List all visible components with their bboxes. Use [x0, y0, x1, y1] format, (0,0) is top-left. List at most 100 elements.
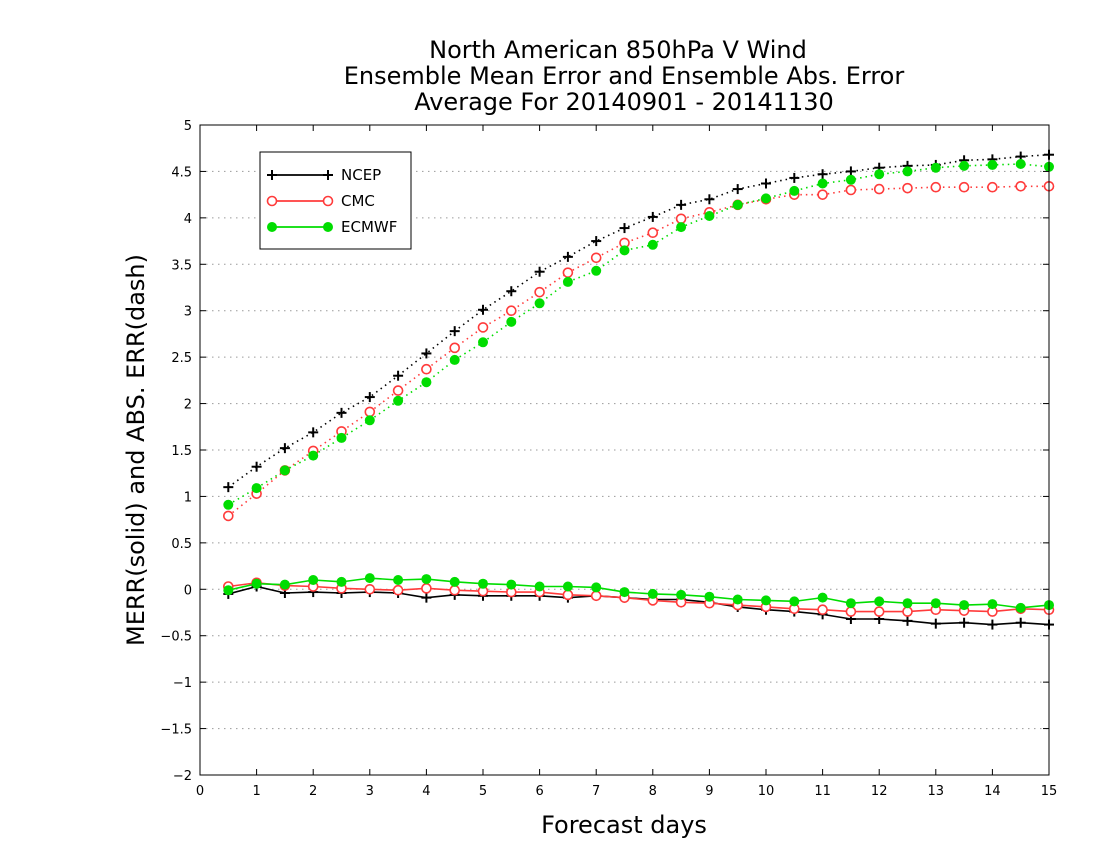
x-tick-label-13: 13 — [928, 784, 945, 799]
point-ecmwf-abs-8 — [449, 354, 460, 365]
point-cmc-abs-8 — [449, 342, 461, 354]
point-ncep-abs-3 — [308, 427, 319, 438]
legend-label-cmc: CMC — [341, 192, 375, 210]
point-ncep-abs-9 — [478, 304, 488, 315]
point-cmc-abs-16 — [675, 213, 687, 225]
point-ecmwf-abs-21 — [817, 178, 828, 189]
point-ecmwf-me-26 — [959, 600, 970, 611]
point-ecmwf-abs-9 — [478, 337, 488, 348]
point-ecmwf-me-28 — [1015, 602, 1026, 613]
x-tick-label-6: 6 — [535, 784, 543, 799]
y-tick-label-0: −2 — [173, 769, 192, 784]
point-ecmwf-abs-22 — [845, 174, 856, 185]
point-cmc-me-12 — [562, 589, 574, 601]
point-ecmwf-me-7 — [421, 574, 432, 585]
x-tick-label-14: 14 — [984, 784, 1001, 799]
point-ecmwf-me-24 — [902, 598, 913, 609]
point-ecmwf-abs-17 — [704, 211, 715, 221]
point-ecmwf-me-22 — [845, 598, 856, 609]
point-ncep-abs-8 — [449, 326, 460, 337]
chart-title-line-1: North American 850hPa V Wind — [429, 36, 807, 64]
point-cmc-me-22 — [845, 606, 857, 617]
point-ecmwf-abs-19 — [761, 193, 771, 204]
point-ecmwf-me-5 — [364, 573, 375, 584]
point-ecmwf-me-1 — [251, 578, 262, 589]
point-cmc-me-6 — [392, 584, 404, 596]
point-ecmwf-abs-27 — [987, 159, 998, 170]
point-cmc-me-5 — [364, 583, 376, 595]
point-cmc-me-24 — [902, 606, 913, 617]
point-ncep-abs-7 — [421, 348, 432, 359]
y-tick-label-3: −0.5 — [160, 630, 192, 645]
point-ecmwf-me-20 — [789, 596, 800, 607]
point-cmc-abs-25 — [930, 181, 942, 193]
point-ncep-me-26 — [959, 617, 970, 628]
x-tick-label-4: 4 — [422, 784, 430, 799]
point-ncep-abs-14 — [619, 223, 630, 234]
point-ecmwf-abs-3 — [308, 450, 319, 461]
point-ncep-abs-10 — [506, 286, 517, 297]
point-cmc-abs-12 — [562, 267, 574, 278]
point-cmc-abs-15 — [647, 227, 659, 239]
legend-marker-right-ncep — [323, 170, 333, 180]
x-tick-label-8: 8 — [649, 784, 657, 799]
point-ncep-me-24 — [902, 615, 913, 626]
point-ecmwf-me-14 — [619, 587, 630, 598]
point-ecmwf-me-18 — [732, 594, 743, 605]
point-ecmwf-abs-11 — [534, 298, 545, 309]
y-tick-label-13: 4.5 — [171, 165, 192, 180]
point-ncep-abs-1 — [251, 461, 262, 472]
point-ncep-me-7 — [421, 592, 432, 603]
point-ecmwf-me-10 — [506, 579, 517, 590]
point-ecmwf-abs-10 — [506, 316, 517, 327]
point-ecmwf-abs-0 — [223, 499, 234, 510]
point-ecmwf-abs-7 — [421, 377, 432, 388]
x-tick-label-2: 2 — [309, 784, 317, 799]
x-tick-label-5: 5 — [479, 784, 487, 799]
legend-marker-left-ecmwf — [267, 222, 277, 232]
point-ncep-abs-2 — [279, 443, 290, 454]
point-ecmwf-abs-15 — [647, 239, 658, 250]
point-cmc-abs-27 — [987, 181, 998, 193]
x-tick-label-15: 15 — [1041, 784, 1058, 799]
x-tick-label-12: 12 — [871, 784, 888, 799]
y-tick-label-8: 2 — [184, 398, 192, 413]
x-tick-label-7: 7 — [592, 784, 600, 799]
point-ecmwf-me-0 — [223, 585, 234, 596]
point-ecmwf-me-27 — [987, 599, 998, 610]
point-ncep-abs-20 — [789, 172, 800, 183]
point-ncep-abs-0 — [223, 482, 234, 493]
point-ncep-me-27 — [987, 619, 998, 630]
point-ecmwf-abs-25 — [930, 162, 941, 173]
point-ecmwf-abs-13 — [591, 265, 602, 276]
point-cmc-abs-9 — [477, 322, 489, 333]
point-cmc-abs-10 — [505, 305, 517, 317]
point-ecmwf-me-11 — [534, 581, 545, 592]
point-ecmwf-me-17 — [704, 591, 715, 602]
chart-title-line-2: Ensemble Mean Error and Ensemble Abs. Er… — [344, 62, 905, 90]
point-ecmwf-abs-1 — [251, 483, 262, 494]
point-ncep-abs-21 — [817, 169, 828, 180]
point-cmc-abs-13 — [590, 252, 602, 264]
legend-label-ecmwf: ECMWF — [341, 218, 397, 236]
point-ecmwf-abs-18 — [732, 199, 743, 210]
point-ecmwf-me-25 — [930, 598, 941, 609]
y-tick-label-6: 1 — [184, 490, 192, 505]
point-ecmwf-me-4 — [336, 576, 347, 587]
x-axis-label: Forecast days — [541, 811, 707, 839]
point-cmc-abs-5 — [364, 406, 376, 418]
point-ecmwf-me-9 — [478, 578, 488, 589]
point-ecmwf-abs-4 — [336, 432, 347, 443]
point-ecmwf-me-23 — [874, 596, 885, 607]
point-ecmwf-abs-12 — [562, 276, 573, 287]
point-cmc-abs-22 — [845, 184, 857, 196]
point-ncep-abs-22 — [845, 166, 856, 177]
point-ecmwf-me-21 — [817, 592, 828, 603]
y-tick-label-9: 2.5 — [171, 351, 192, 366]
point-ecmwf-me-19 — [761, 595, 771, 606]
y-tick-label-1: −1.5 — [160, 723, 192, 738]
x-tick-label-0: 0 — [196, 784, 204, 799]
x-tick-label-10: 10 — [758, 784, 775, 799]
point-ncep-abs-4 — [336, 407, 347, 418]
